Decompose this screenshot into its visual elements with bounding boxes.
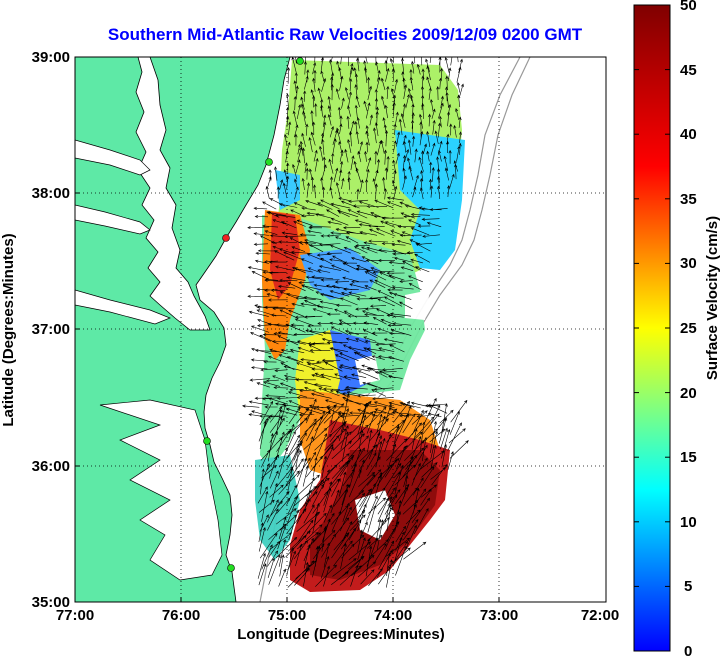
y-tick-label: 35:00 [32,594,70,611]
colorbar-tick-label: 50 [680,0,697,14]
y-axis-title: Latitude (Degrees:Minutes) [0,233,17,426]
y-tick-labels: 39:00 38:00 37:00 36:00 35:00 [32,49,70,611]
colorbar-tick-label: 25 [680,320,697,337]
radar-stations [203,57,304,572]
colorbar-tick-label: 0 [684,643,692,659]
colorbar-tick-label: 20 [680,385,697,402]
velocity-region-lowbay [275,170,300,210]
x-tick-label: 75:00 [268,607,306,624]
radar-station-marker [296,57,304,65]
velocity-vector-arrows [242,57,469,588]
velocity-vectors [242,57,469,588]
x-axis-title: Longitude (Degrees:Minutes) [237,626,445,643]
colorbar-tick-label: 45 [680,62,697,79]
x-tick-labels: 77:00 76:00 75:00 74:00 73:00 72:00 [56,607,619,624]
x-tick-label: 77:00 [56,607,94,624]
y-tick-label: 38:00 [32,185,70,202]
james-river [75,289,171,325]
radar-station-marker [203,437,211,445]
potomac-river [75,139,151,176]
x-tick-label: 76:00 [162,607,200,624]
grid-lines [75,57,606,602]
radar-station-marker [227,564,235,572]
chesapeake-bay [135,57,211,331]
y-tick-label: 36:00 [32,458,70,475]
colorbar-tick-label: 10 [680,514,697,531]
rappahannock-river [75,204,151,235]
colorbar-title: Surface Velocity (cm/s) [704,216,721,380]
colorbar-tick-label: 5 [684,578,692,595]
x-tick-label: 72:00 [581,607,619,624]
colorbar-tick-label: 35 [680,191,697,208]
y-tick-label: 37:00 [32,321,70,338]
colorbar: 50 45 40 35 30 25 20 15 10 5 0 Surface V… [633,0,721,659]
colorbar-tick-label: 30 [680,255,697,272]
x-tick-label: 74:00 [374,607,412,624]
plot-area [75,57,606,602]
x-tick-label: 73:00 [480,607,518,624]
radar-station-marker [222,234,230,242]
y-tick-label: 39:00 [32,49,70,66]
colorbar-gradient [633,4,671,652]
colorbar-tick-label: 40 [680,126,697,143]
map-title: Southern Mid-Atlantic Raw Velocities 200… [108,25,583,44]
land-mass [75,57,291,602]
data-gap [405,290,430,320]
radar-station-marker [265,158,273,166]
pamlico-sound [99,399,223,581]
axis-ticks [74,56,607,603]
colorbar-tick-label: 15 [680,449,697,466]
